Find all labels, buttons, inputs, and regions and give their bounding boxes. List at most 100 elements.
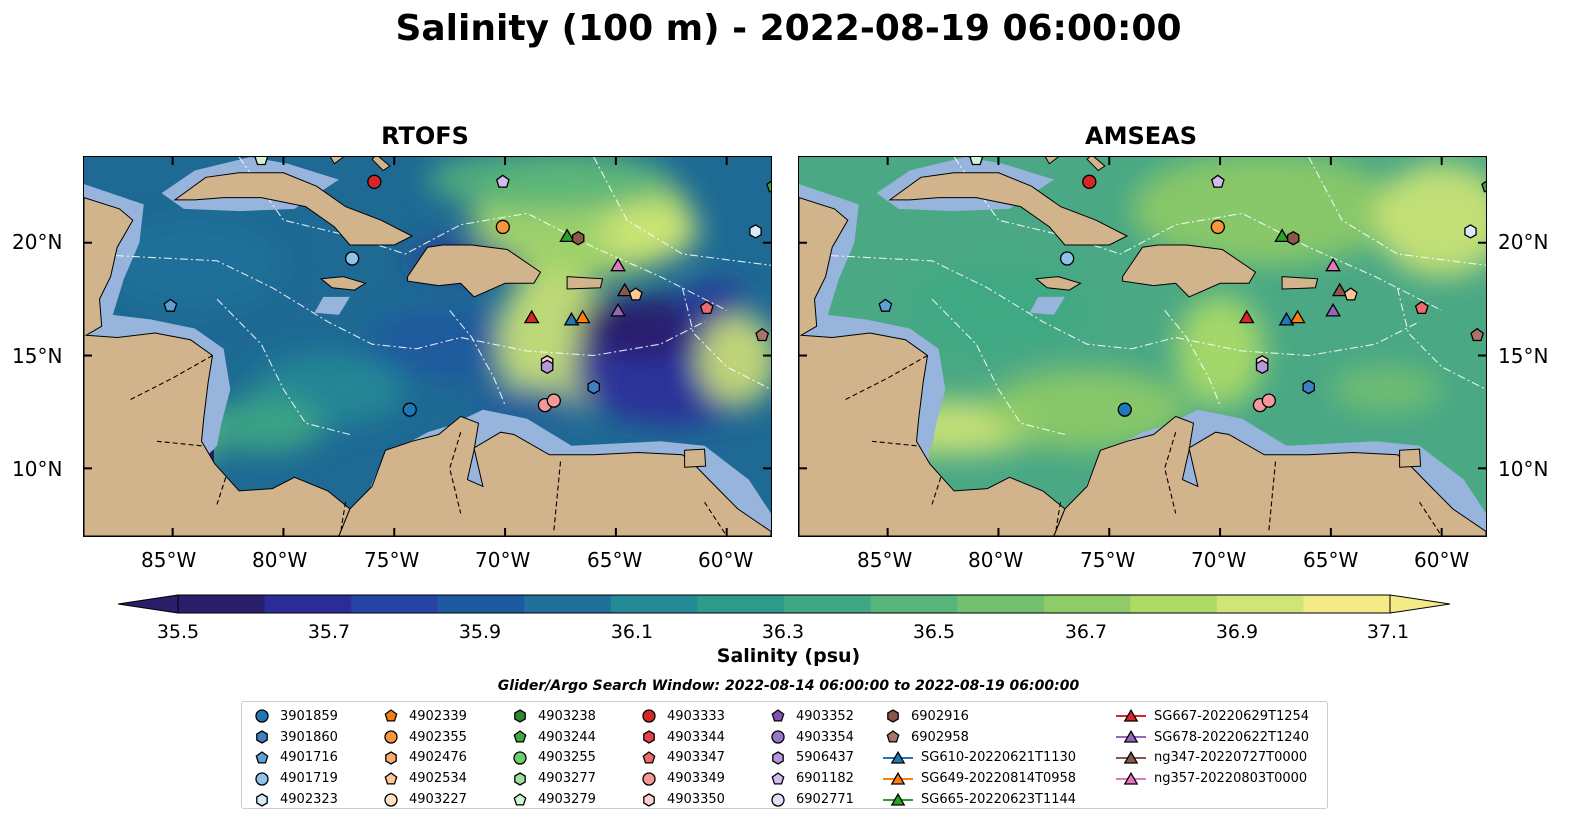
legend-label: 6902958 bbox=[911, 729, 969, 745]
colorbar-segment bbox=[1303, 595, 1391, 613]
legend-marker bbox=[514, 772, 526, 786]
legend-swatch bbox=[385, 751, 397, 765]
legend-marker bbox=[890, 771, 906, 785]
obs-marker-4902355 bbox=[495, 219, 510, 235]
lon-label-65w-amseas: 65°W bbox=[1303, 548, 1359, 572]
legend-marker bbox=[1123, 750, 1139, 764]
eez-boundary bbox=[593, 157, 771, 266]
obs-marker-4903333 bbox=[1082, 174, 1097, 189]
lon-label-80w-amseas: 80°W bbox=[968, 548, 1024, 572]
lon-label-60w-rtofs: 60°W bbox=[698, 548, 754, 572]
legend-item: 4903279 bbox=[510, 789, 596, 810]
legend-item: 4903333 bbox=[639, 706, 725, 727]
colorbar-segment bbox=[524, 595, 612, 613]
legend-column: 4902339 4902355 4902476 4902534 4903227 bbox=[381, 706, 467, 810]
obs-marker-4903347 bbox=[1414, 300, 1429, 315]
legend-item: 4902476 bbox=[381, 748, 467, 769]
legend-swatch bbox=[255, 772, 269, 786]
legend-swatch bbox=[1116, 771, 1146, 785]
legend-label: 4903354 bbox=[796, 729, 854, 745]
obs-marker-4903349b bbox=[1261, 393, 1276, 408]
legend-item: 4903277 bbox=[510, 768, 596, 789]
lon-label-70w-rtofs: 70°W bbox=[475, 548, 531, 572]
obs-marker-ng357-20220803T0000 bbox=[1325, 257, 1341, 272]
salinity-feature bbox=[1175, 294, 1265, 408]
colorbar-tick-36-3: 36.3 bbox=[761, 621, 805, 643]
land bbox=[1399, 448, 1422, 468]
colorbar-segment bbox=[1130, 595, 1218, 613]
legend-marker bbox=[886, 730, 900, 743]
legend-swatch bbox=[256, 792, 268, 807]
legend-marker bbox=[771, 792, 785, 807]
lon-label-70w-amseas: 70°W bbox=[1191, 548, 1247, 572]
legend-swatch bbox=[1116, 709, 1146, 723]
legend-label: 4903350 bbox=[667, 792, 725, 808]
legend-label: ng357-20220803T0000 bbox=[1154, 771, 1308, 787]
land bbox=[888, 172, 1129, 246]
colorbar bbox=[117, 594, 1451, 618]
legend-swatch bbox=[771, 709, 785, 722]
legend-label: 6901182 bbox=[796, 771, 854, 787]
salinity-feature bbox=[208, 398, 324, 453]
legend-label: 4903344 bbox=[667, 729, 725, 745]
obs-marker-4902534 bbox=[628, 287, 643, 301]
country-border bbox=[931, 477, 942, 505]
colorbar-segment bbox=[1216, 595, 1304, 613]
land bbox=[173, 172, 414, 246]
legend-marker bbox=[890, 792, 906, 806]
legend-label: 4903244 bbox=[538, 729, 596, 745]
lon-label-75w-amseas: 75°W bbox=[1080, 548, 1136, 572]
legend-marker bbox=[256, 792, 268, 807]
obs-marker-6902916 bbox=[1286, 230, 1300, 246]
legend-item: 6902958 bbox=[883, 727, 1076, 748]
obs-marker-4901716 bbox=[878, 298, 893, 312]
lon-label-85w-amseas: 85°W bbox=[857, 548, 913, 572]
salinity-feature bbox=[365, 308, 534, 381]
legend-marker bbox=[255, 751, 269, 764]
colorbar-tick-36-5: 36.5 bbox=[912, 621, 956, 643]
lat-label-20n-left: 20°N bbox=[12, 230, 63, 254]
lat-label-10n-left: 10°N bbox=[12, 457, 63, 481]
legend-marker bbox=[384, 771, 398, 785]
obs-marker-4903349b bbox=[546, 393, 561, 408]
legend-label: 4902323 bbox=[280, 792, 338, 808]
colorbar-tick-35-5: 35.5 bbox=[156, 621, 200, 643]
country-border bbox=[1268, 461, 1277, 532]
legend-item: 4903227 bbox=[381, 789, 467, 810]
legend-column: 6902916 6902958 SG610-20220621T1130 SG649-2… bbox=[883, 706, 1076, 810]
legend-marker bbox=[384, 792, 398, 807]
legend-swatch bbox=[642, 751, 656, 764]
legend-marker bbox=[1123, 709, 1139, 723]
obs-marker-5906437 bbox=[1255, 359, 1269, 375]
legend-swatch bbox=[514, 772, 526, 786]
obs-marker-SG649-20220814T0958 bbox=[574, 309, 591, 324]
country-border bbox=[449, 432, 462, 514]
colorbar-tick-35-7: 35.7 bbox=[307, 621, 351, 643]
search-window-label: Glider/Argo Search Window: 2022-08-14 06… bbox=[497, 678, 1080, 694]
country-border bbox=[216, 477, 227, 505]
colorbar-extend-high bbox=[1389, 594, 1451, 614]
colorbar-segment bbox=[264, 595, 352, 613]
obs-marker-SG678-20220622T1240 bbox=[610, 302, 626, 317]
map-rtofs[interactable] bbox=[83, 156, 772, 537]
legend-item: 5906437 bbox=[768, 748, 854, 769]
obs-marker-3901859 bbox=[1117, 402, 1132, 417]
map-amseas[interactable] bbox=[798, 156, 1487, 537]
colorbar-tick-36-1: 36.1 bbox=[610, 621, 654, 643]
legend-item: SG667-20220629T1254 bbox=[1116, 706, 1309, 727]
legend-label: 4901719 bbox=[280, 771, 338, 787]
legend-swatch bbox=[384, 730, 398, 744]
obs-marker-4901719 bbox=[345, 251, 360, 266]
legend-label: SG665-20220623T1144 bbox=[921, 792, 1077, 808]
country-border bbox=[1055, 502, 1062, 530]
legend-marker bbox=[890, 750, 906, 764]
legend-marker bbox=[514, 709, 526, 724]
eez-boundary bbox=[84, 253, 705, 357]
legend-item: SG610-20220621T1130 bbox=[883, 748, 1076, 769]
obs-marker-4903333 bbox=[367, 174, 382, 189]
legend-marker bbox=[384, 709, 398, 722]
legend-label: 4903349 bbox=[667, 771, 725, 787]
legend-marker bbox=[255, 772, 269, 786]
obs-marker-6901182 bbox=[495, 174, 510, 188]
obs-marker-SG665-20220623T1144 bbox=[559, 228, 576, 243]
